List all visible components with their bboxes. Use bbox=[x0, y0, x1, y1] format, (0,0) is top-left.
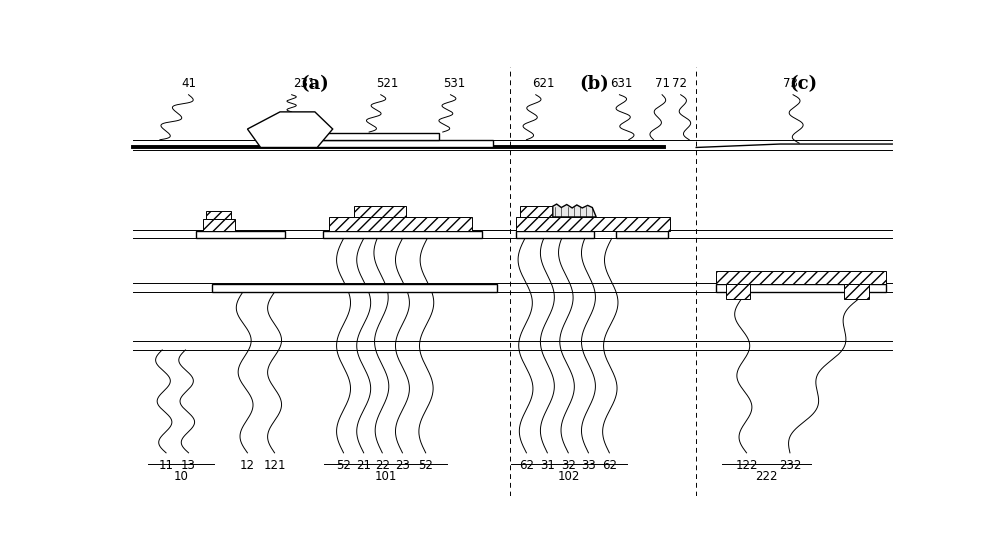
Text: 621: 621 bbox=[532, 77, 555, 90]
Text: 23: 23 bbox=[395, 460, 410, 472]
Text: 22: 22 bbox=[375, 460, 390, 472]
Text: 71: 71 bbox=[655, 77, 670, 90]
Text: 12: 12 bbox=[240, 460, 255, 472]
Text: 231: 231 bbox=[294, 77, 316, 90]
Text: 101: 101 bbox=[374, 470, 397, 483]
Bar bbox=[196, 231, 285, 238]
Bar bbox=[323, 231, 482, 238]
Text: 11: 11 bbox=[159, 460, 174, 472]
Text: 32: 32 bbox=[561, 460, 576, 472]
Text: 62: 62 bbox=[602, 460, 617, 472]
Text: 531: 531 bbox=[443, 77, 466, 90]
Text: (b): (b) bbox=[579, 75, 609, 93]
Text: 72: 72 bbox=[672, 77, 687, 90]
Text: 102: 102 bbox=[558, 470, 580, 483]
Bar bbox=[616, 231, 668, 238]
Text: 41: 41 bbox=[181, 77, 196, 90]
Text: 521: 521 bbox=[376, 77, 398, 90]
Text: 121: 121 bbox=[263, 460, 286, 472]
Text: 631: 631 bbox=[610, 77, 632, 90]
Text: 122: 122 bbox=[735, 460, 758, 472]
Bar bbox=[354, 206, 406, 217]
Text: 222: 222 bbox=[755, 470, 778, 483]
Text: 232: 232 bbox=[779, 460, 801, 472]
Bar bbox=[323, 133, 439, 140]
Bar bbox=[516, 217, 670, 231]
Text: 10: 10 bbox=[173, 470, 188, 483]
Bar bbox=[206, 211, 231, 219]
Text: 21: 21 bbox=[356, 460, 371, 472]
Bar bbox=[726, 284, 750, 299]
Text: 52: 52 bbox=[418, 460, 433, 472]
Text: 31: 31 bbox=[540, 460, 555, 472]
Bar bbox=[716, 284, 886, 292]
Bar bbox=[202, 219, 235, 231]
Text: 52: 52 bbox=[336, 460, 351, 472]
Bar bbox=[272, 140, 493, 148]
Text: (a): (a) bbox=[300, 75, 329, 93]
Bar bbox=[520, 206, 555, 217]
Bar bbox=[329, 217, 472, 231]
Text: 33: 33 bbox=[581, 460, 596, 472]
Bar bbox=[516, 231, 594, 238]
Text: 13: 13 bbox=[181, 460, 196, 472]
Text: 73: 73 bbox=[783, 77, 797, 90]
Bar bbox=[212, 284, 497, 292]
Bar bbox=[844, 284, 869, 299]
Text: (c): (c) bbox=[789, 75, 817, 93]
Polygon shape bbox=[247, 112, 333, 148]
Bar bbox=[716, 271, 886, 284]
Polygon shape bbox=[553, 204, 596, 217]
Text: 62: 62 bbox=[519, 460, 534, 472]
